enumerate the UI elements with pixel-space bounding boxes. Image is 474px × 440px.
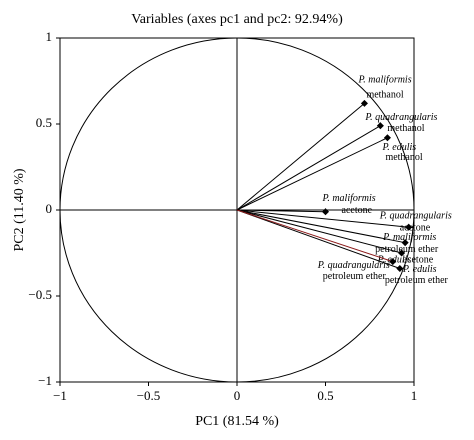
loading-vector: [236, 102, 365, 211]
point-label: methanol: [387, 123, 424, 134]
y-tick-label: 0.5: [36, 115, 52, 130]
point-label: P. quadrangularis: [364, 112, 437, 123]
loading-point: [405, 223, 413, 231]
loading-point: [383, 134, 391, 142]
point-label: P. quadrangularis: [379, 210, 452, 221]
loading-point: [360, 99, 368, 107]
y-tick-label: −1: [38, 373, 52, 388]
loading-point: [401, 239, 409, 247]
loading-vector: [236, 137, 388, 211]
x-tick-label: 0: [234, 388, 241, 403]
point-label: petroleum ether: [323, 271, 387, 282]
point-label: P. maliformis: [382, 232, 436, 243]
point-label: P. edulis: [402, 264, 437, 275]
point-label: P. maliformis: [322, 193, 376, 204]
x-axis-label: PC1 (81.54 %): [195, 414, 279, 429]
loading-point: [376, 122, 384, 130]
loading-vector: [236, 209, 326, 213]
loading-vector: [236, 209, 401, 269]
loading-vector: [236, 125, 381, 211]
y-tick-label: −0.5: [28, 287, 52, 302]
loading-vector: [236, 209, 409, 228]
x-tick-label: −1: [53, 388, 67, 403]
loading-vector: [236, 209, 402, 254]
loading-point: [389, 258, 397, 266]
x-tick-label: 0.5: [317, 388, 333, 403]
point-label: acetone: [400, 222, 431, 233]
point-label: petroleum ether: [375, 244, 439, 255]
loading-point: [398, 249, 406, 257]
chart-title: Variables (axes pc1 and pc2: 92.94%): [131, 12, 343, 27]
point-label: petroleum ether: [385, 275, 449, 286]
point-label: methanol: [385, 152, 422, 163]
point-label: acetone: [342, 205, 373, 216]
x-tick-label: −0.5: [137, 388, 161, 403]
point-label: P. quadrangularis: [317, 260, 390, 271]
y-tick-label: 1: [46, 29, 53, 44]
y-tick-label: 0: [46, 201, 53, 216]
loading-point: [321, 208, 330, 216]
point-label: acetone: [403, 254, 434, 265]
y-axis-label: PC2 (11.40 %): [12, 168, 27, 251]
loading-vector: [236, 209, 393, 263]
point-label: P. maliformis: [357, 75, 411, 86]
point-label: P. edulis: [381, 142, 416, 153]
x-tick-label: 1: [411, 388, 418, 403]
loading-vector: [236, 209, 406, 244]
point-label: methanol: [366, 90, 403, 101]
loading-point: [396, 264, 404, 273]
